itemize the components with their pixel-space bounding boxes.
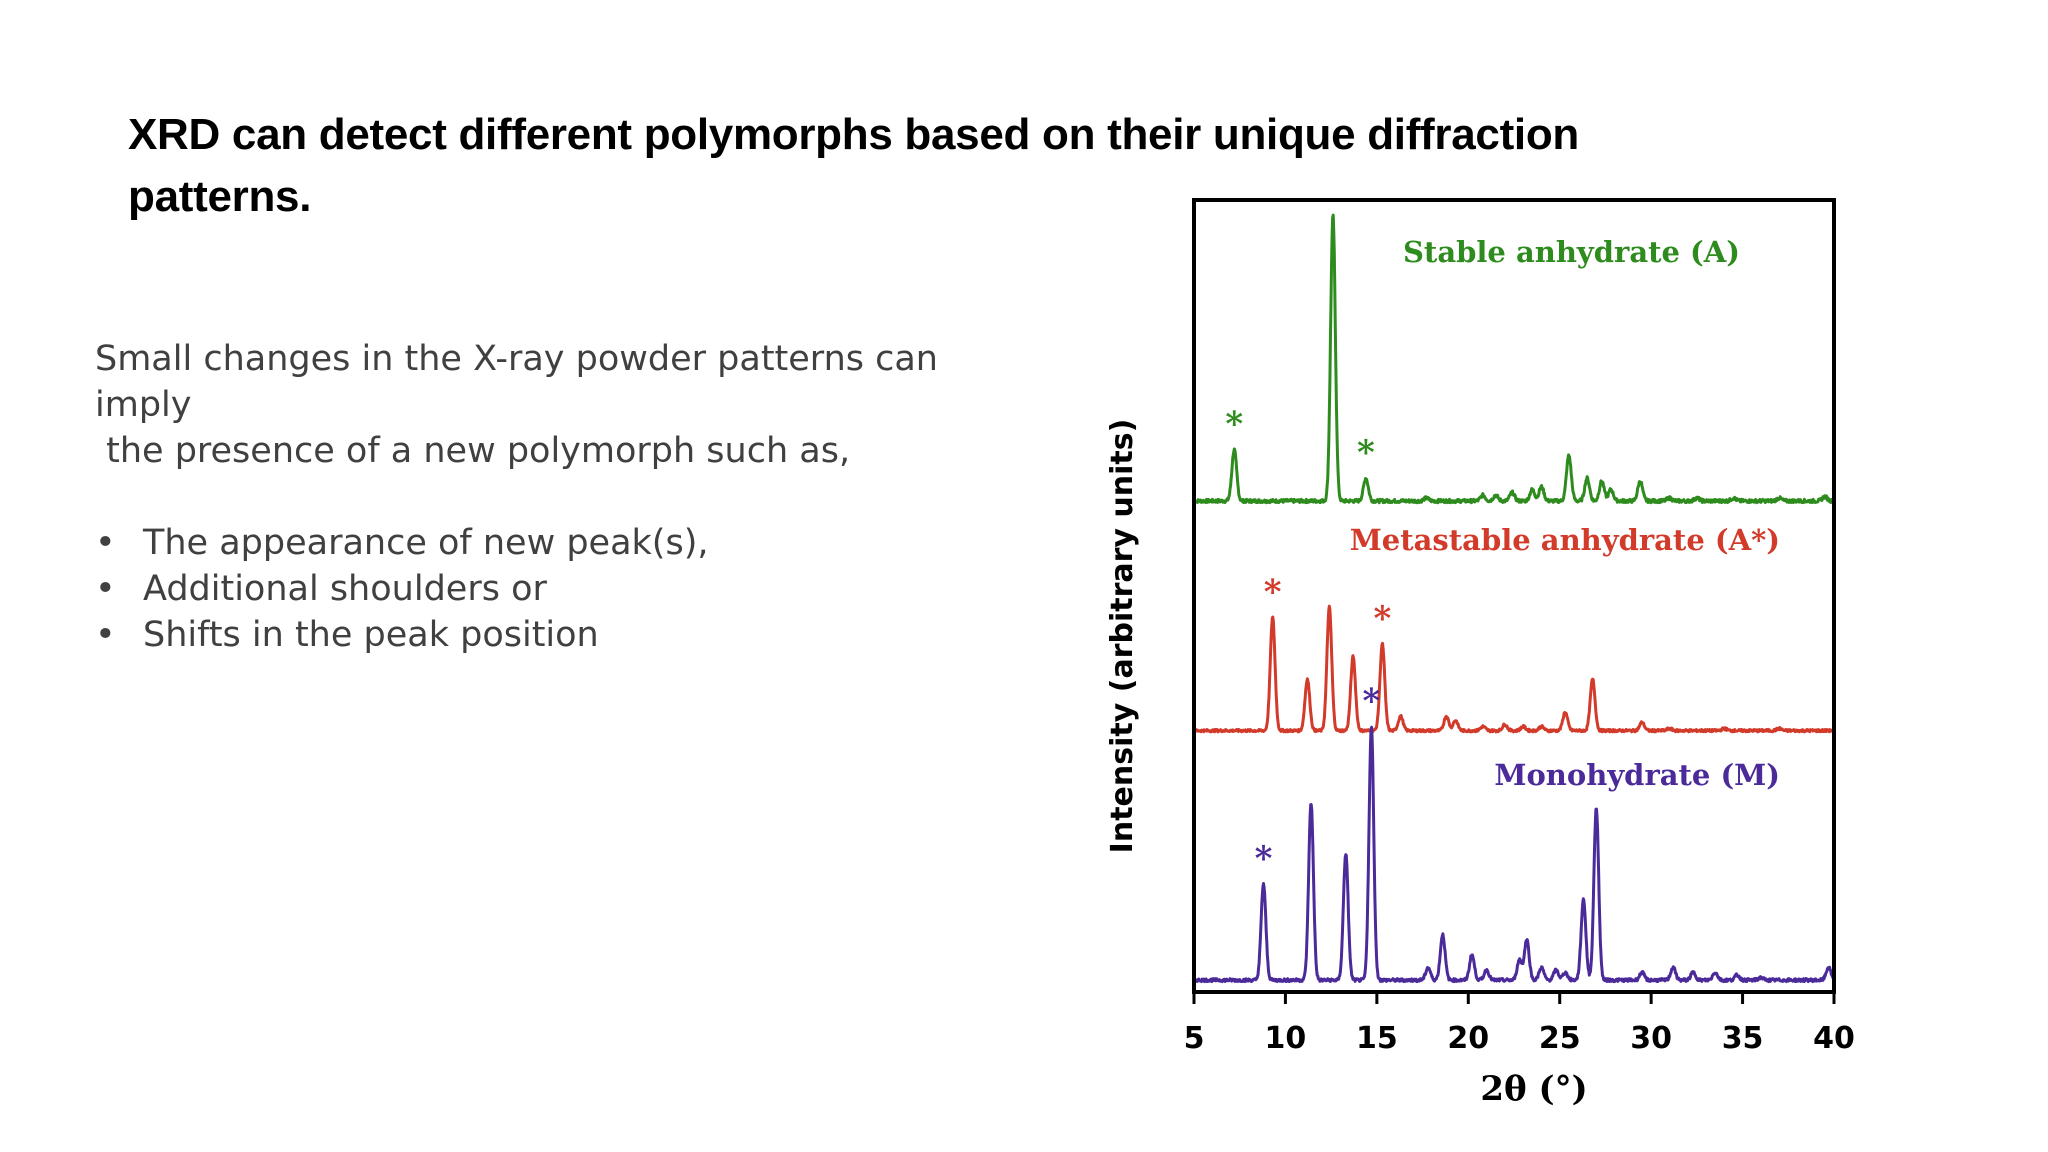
slide-title: XRD can detect different polymorphs base… bbox=[128, 110, 1580, 221]
trace-1 bbox=[1193, 213, 1835, 505]
x-tick-label-5: 5 bbox=[1184, 1021, 1205, 1056]
x-tick-label-10: 10 bbox=[1265, 1021, 1307, 1056]
trace-2 bbox=[1193, 604, 1835, 734]
bullet-text: The appearance of new peak(s), bbox=[143, 523, 709, 563]
trace-3 bbox=[1193, 725, 1835, 984]
bullet-list: • The appearance of new peak(s), • Addit… bbox=[95, 520, 995, 658]
xrd-chart: * * * * * * Stable anhydrate (A) Metastable an… bbox=[1090, 180, 1890, 1140]
body-text: Small changes in the X-ray powder patter… bbox=[95, 336, 995, 658]
bullet-dot-icon: • bbox=[95, 615, 116, 655]
x-tick-label-15: 15 bbox=[1356, 1021, 1398, 1056]
x-axis-label: 2θ (°) bbox=[1480, 1069, 1587, 1109]
peak-marker-3-1: * bbox=[1255, 839, 1273, 879]
x-tick-label-40: 40 bbox=[1813, 1021, 1855, 1056]
peak-marker-1-1: * bbox=[1225, 405, 1243, 445]
x-tick-group: 5 10 15 20 25 30 35 40 bbox=[1184, 992, 1855, 1056]
bullet-text: Additional shoulders or bbox=[143, 569, 547, 609]
x-tick-label-30: 30 bbox=[1630, 1021, 1672, 1056]
xrd-chart-svg: * * * * * * Stable anhydrate (A) Metastable an… bbox=[1105, 198, 1855, 1109]
plot-frame bbox=[1192, 198, 1836, 994]
series-label-group: Stable anhydrate (A) Metastable anhydrate… bbox=[1350, 235, 1780, 792]
peak-marker-2-2: * bbox=[1373, 599, 1391, 639]
marker-group: * * * * * * bbox=[1225, 405, 1391, 879]
bullet-item-shoulders: • Additional shoulders or bbox=[95, 566, 995, 612]
bullet-dot-icon: • bbox=[95, 523, 116, 563]
y-axis-label: Intensity (arbitrary units) bbox=[1105, 419, 1140, 854]
peak-marker-3-2: * bbox=[1362, 682, 1380, 722]
bullet-item-new-peaks: • The appearance of new peak(s), bbox=[95, 520, 995, 566]
peak-marker-2-1: * bbox=[1264, 572, 1282, 612]
body-line-1: Small changes in the X-ray powder patter… bbox=[95, 339, 938, 425]
x-tick-label-35: 35 bbox=[1722, 1021, 1764, 1056]
bullet-text: Shifts in the peak position bbox=[143, 615, 599, 655]
peak-marker-1-2: * bbox=[1357, 433, 1375, 473]
series-label-2: Metastable anhydrate (A*) bbox=[1350, 523, 1780, 557]
series-label-1: Stable anhydrate (A) bbox=[1403, 235, 1740, 269]
trace-group bbox=[1193, 213, 1835, 984]
body-spacer bbox=[95, 474, 995, 520]
series-label-3: Monohydrate (M) bbox=[1494, 758, 1780, 792]
x-tick-label-20: 20 bbox=[1447, 1021, 1489, 1056]
x-tick-label-25: 25 bbox=[1539, 1021, 1581, 1056]
body-line-2: the presence of a new polymorph such as, bbox=[95, 431, 851, 471]
bullet-item-peak-shift: • Shifts in the peak position bbox=[95, 612, 995, 658]
bullet-dot-icon: • bbox=[95, 569, 116, 609]
